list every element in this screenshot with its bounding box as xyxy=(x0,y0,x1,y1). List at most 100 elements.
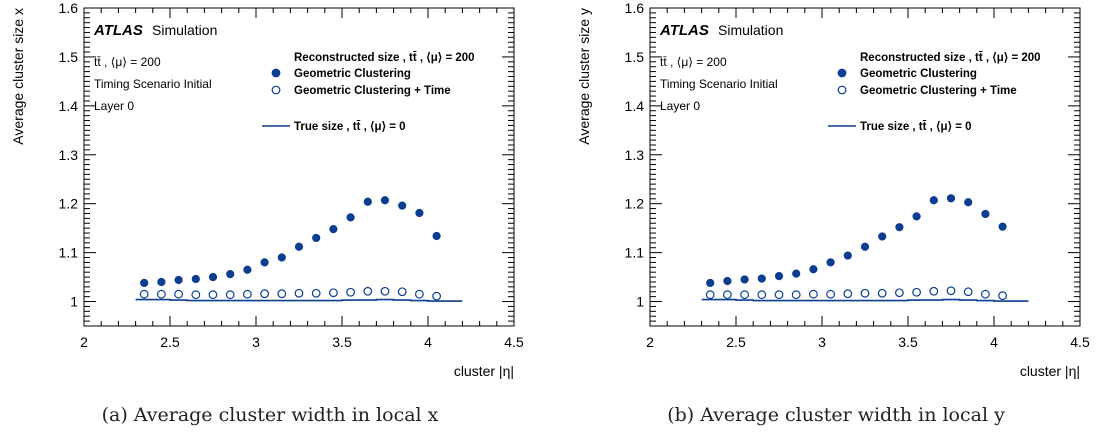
true-size-line xyxy=(135,298,463,302)
marker-geometric-clustering-time xyxy=(346,287,356,297)
legend-marker-swatch xyxy=(837,85,847,95)
x-tick-label: 2 xyxy=(80,334,88,350)
legend-header: Reconstructed size , tt̄ , ⟨μ⟩ = 200 xyxy=(294,51,475,64)
x-tick-label: 2.5 xyxy=(160,334,180,350)
marker-geometric-clustering-time xyxy=(981,289,990,299)
x-tick-label: 4.5 xyxy=(504,334,524,350)
marker-geometric-clustering xyxy=(329,225,338,234)
y-tick-label: 1.6 xyxy=(59,0,79,16)
y-tick-label: 1.5 xyxy=(59,49,79,65)
marker-geometric-clustering-time xyxy=(791,290,801,300)
x-tick-label: 3 xyxy=(252,334,260,350)
marker-geometric-clustering-time xyxy=(242,289,252,299)
x-tick-label: 3.5 xyxy=(332,334,352,350)
y-tick-label: 1.1 xyxy=(59,245,79,261)
y-tick-label: 1 xyxy=(70,294,78,310)
legend-marker-swatch xyxy=(837,68,847,78)
plot-frame xyxy=(649,7,1081,327)
marker-geometric-clustering xyxy=(757,274,766,283)
marker-geometric-clustering-time xyxy=(208,290,218,300)
marker-geometric-clustering xyxy=(140,278,149,288)
info-text-line: tt̄ , ⟨μ⟩ = 200 xyxy=(660,55,727,69)
legend-marker-swatch xyxy=(271,68,281,78)
marker-geometric-clustering xyxy=(243,265,252,274)
legend-entry: Geometric Clustering xyxy=(860,68,977,80)
marker-geometric-clustering xyxy=(843,251,852,260)
marker-geometric-clustering xyxy=(964,198,973,207)
legend-header: Reconstructed size , tt̄ , ⟨μ⟩ = 200 xyxy=(860,51,1041,64)
marker-geometric-clustering xyxy=(380,196,390,205)
marker-geometric-clustering xyxy=(346,213,355,222)
y-tick-label: 1.2 xyxy=(625,196,645,212)
marker-geometric-clustering xyxy=(774,271,784,281)
marker-geometric-clustering-time xyxy=(225,290,235,300)
marker-geometric-clustering xyxy=(860,242,870,251)
marker-geometric-clustering xyxy=(312,233,321,243)
marker-geometric-clustering-time xyxy=(722,290,732,300)
marker-geometric-clustering-time xyxy=(260,289,270,299)
marker-geometric-clustering xyxy=(191,274,200,284)
marker-geometric-clustering xyxy=(415,208,424,218)
x-tick-label: 3 xyxy=(818,334,826,350)
marker-geometric-clustering-time xyxy=(311,288,321,298)
legend-entry: True size , tt̄ , ⟨μ⟩ = 0 xyxy=(294,120,406,133)
marker-geometric-clustering xyxy=(792,269,801,278)
legend-entry: Geometric Clustering + Time xyxy=(294,85,451,97)
marker-geometric-clustering-time xyxy=(860,288,870,298)
marker-geometric-clustering-time xyxy=(363,286,373,296)
x-tick-label: 4 xyxy=(990,334,998,350)
marker-geometric-clustering xyxy=(723,276,732,286)
atlas-logo-text: ATLAS xyxy=(93,22,143,39)
marker-geometric-clustering-time xyxy=(156,289,166,299)
marker-geometric-clustering-time xyxy=(294,288,304,298)
marker-geometric-clustering xyxy=(706,278,715,288)
marker-geometric-clustering-time xyxy=(415,289,424,299)
marker-geometric-clustering xyxy=(912,212,921,221)
marker-geometric-clustering xyxy=(432,231,441,241)
legend-entry: Geometric Clustering + Time xyxy=(860,85,1017,97)
x-tick-label: 2.5 xyxy=(726,334,746,350)
y-tick-label: 1.5 xyxy=(625,49,645,65)
y-tick-label: 1.4 xyxy=(625,98,645,114)
marker-geometric-clustering-time xyxy=(826,289,836,299)
legend-marker-swatch xyxy=(271,85,281,95)
marker-geometric-clustering xyxy=(929,196,938,205)
marker-geometric-clustering-time xyxy=(397,287,407,297)
marker-geometric-clustering xyxy=(277,253,286,262)
marker-geometric-clustering-time xyxy=(895,288,904,298)
marker-geometric-clustering-time xyxy=(740,290,750,300)
marker-geometric-clustering-time xyxy=(912,287,922,297)
marker-geometric-clustering xyxy=(363,197,372,206)
legend-entry: True size , tt̄ , ⟨μ⟩ = 0 xyxy=(860,120,972,133)
atlas-simulation-label: Simulation xyxy=(152,22,217,38)
y-tick-label: 1.2 xyxy=(59,196,79,212)
marker-geometric-clustering-time xyxy=(757,290,767,300)
marker-geometric-clustering-time xyxy=(139,289,149,299)
marker-geometric-clustering-time xyxy=(174,289,184,299)
x-tick-label: 4 xyxy=(424,334,432,350)
marker-geometric-clustering-time xyxy=(380,286,390,296)
marker-geometric-clustering-time xyxy=(998,291,1008,301)
y-axis-label: Average cluster size x xyxy=(10,8,26,145)
x-tick-label: 4.5 xyxy=(1070,334,1090,350)
atlas-logo-text: ATLAS xyxy=(659,22,709,39)
marker-geometric-clustering xyxy=(208,272,218,282)
info-text-line: Timing Scenario Initial xyxy=(660,77,778,91)
x-axis-label: cluster |η| xyxy=(1020,363,1080,379)
marker-geometric-clustering-time xyxy=(329,288,338,298)
marker-geometric-clustering-time xyxy=(877,288,887,298)
marker-geometric-clustering-time xyxy=(774,290,784,300)
chart-panel-a: 2 2.5 3 3.5 4 4.5 1 1.1 1.2 1.3 1.4 1.5 1.6 cluster |… xyxy=(10,0,524,379)
info-text-line: tt̄ , ⟨μ⟩ = 200 xyxy=(94,55,161,69)
y-tick-label: 1.4 xyxy=(59,98,79,114)
y-tick-label: 1.3 xyxy=(59,147,79,163)
caption-b: (b) Average cluster width in local y xyxy=(667,404,1005,426)
marker-geometric-clustering-time xyxy=(963,287,973,297)
caption-a: (a) Average cluster width in local x xyxy=(101,404,439,426)
plot-frame xyxy=(83,7,515,327)
marker-geometric-clustering xyxy=(878,232,887,241)
info-text-line: Timing Scenario Initial xyxy=(94,77,212,91)
y-tick-label: 1.1 xyxy=(625,245,645,261)
marker-geometric-clustering-time xyxy=(929,286,939,296)
true-size-line xyxy=(701,298,1029,302)
